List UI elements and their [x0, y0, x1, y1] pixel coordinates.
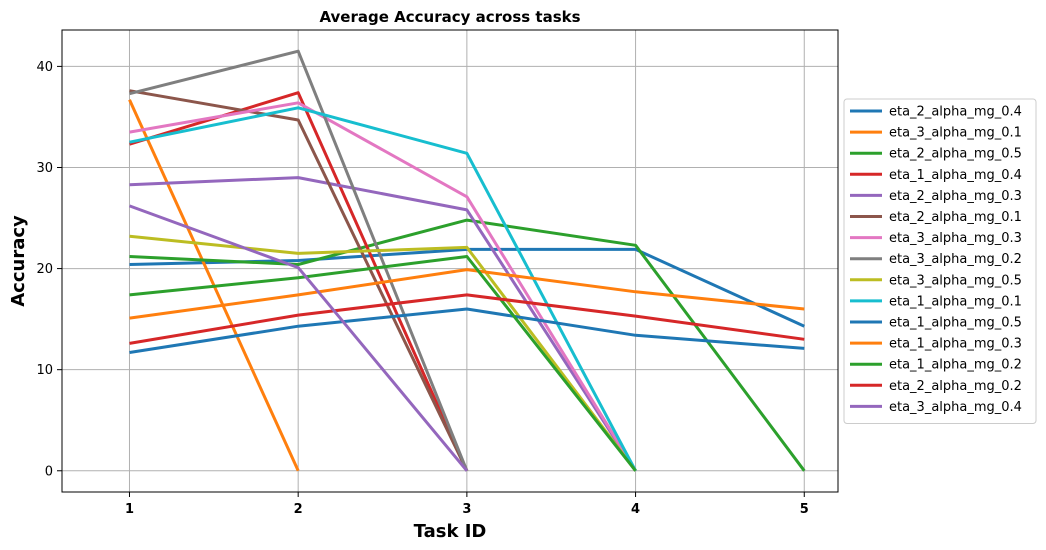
series-line-eta-2-alpha-mg-0-2: [129, 293, 805, 345]
series-line-eta-1-alpha-mg-0-4: [129, 91, 469, 472]
chart-title: Average Accuracy across tasks: [319, 8, 580, 26]
series-line-eta-2-alpha-mg-0-5: [129, 218, 806, 472]
legend-label: eta_3_alpha_mg_0.3: [889, 231, 1022, 246]
series-line-eta-1-alpha-mg-0-5: [129, 307, 805, 354]
y-tick-label: 10: [36, 363, 53, 378]
legend-label: eta_1_alpha_mg_0.2: [889, 358, 1022, 373]
series-line-eta-1-alpha-mg-0-3: [129, 268, 805, 320]
x-axis-label: Task ID: [414, 521, 487, 542]
plot-lines: [128, 49, 806, 472]
series-line-eta-3-alpha-mg-0-2: [129, 49, 469, 472]
series-line-eta-1-alpha-mg-0-2: [129, 255, 637, 472]
legend-label: eta_3_alpha_mg_0.2: [889, 252, 1022, 267]
legend-box: [843, 98, 1037, 424]
x-tick-label: 5: [800, 502, 809, 517]
series-line-eta-2-alpha-mg-0-3: [129, 176, 637, 472]
legend-label: eta_3_alpha_mg_0.5: [889, 273, 1022, 288]
x-tick-label: 3: [462, 502, 471, 517]
series-line-eta-3-alpha-mg-0-3: [129, 101, 637, 472]
plot-frame: [61, 29, 839, 493]
x-tick-label: 4: [631, 502, 640, 517]
legend-label: eta_2_alpha_mg_0.2: [889, 379, 1022, 394]
series-line-eta-3-alpha-mg-0-5: [129, 234, 637, 472]
legend-label: eta_1_alpha_mg_0.1: [889, 294, 1022, 309]
series-line-eta-2-alpha-mg-0-1: [129, 89, 469, 472]
y-tick-label: 0: [45, 464, 53, 479]
axis-ticks: 1 2 3 4 5 0 10 20 30 40: [36, 60, 808, 517]
legend-label: eta_2_alpha_mg_0.3: [889, 189, 1022, 204]
legend-label: eta_3_alpha_mg_0.4: [889, 400, 1022, 415]
legend-label: eta_2_alpha_mg_0.5: [889, 147, 1022, 162]
x-tick-label: 2: [294, 502, 303, 517]
y-tick-label: 30: [36, 161, 53, 176]
x-tick-label: 1: [125, 502, 134, 517]
series-line-eta-1-alpha-mg-0-1: [129, 106, 637, 472]
y-tick-label: 20: [36, 262, 53, 277]
legend-label: eta_3_alpha_mg_0.1: [889, 126, 1022, 141]
y-axis-label: Accuracy: [8, 215, 29, 307]
series-line-eta-3-alpha-mg-0-4: [128, 204, 469, 472]
legend: eta_2_alpha_mg_0.4 eta_3_alpha_mg_0.1 eta_…: [843, 98, 1037, 424]
legend-label: eta_2_alpha_mg_0.1: [889, 210, 1022, 225]
legend-label: eta_1_alpha_mg_0.3: [889, 337, 1022, 352]
legend-label: eta_1_alpha_mg_0.4: [889, 168, 1022, 183]
y-tick-label: 40: [36, 60, 53, 75]
legend-label: eta_1_alpha_mg_0.5: [889, 316, 1022, 331]
legend-label: eta_2_alpha_mg_0.4: [889, 105, 1022, 120]
